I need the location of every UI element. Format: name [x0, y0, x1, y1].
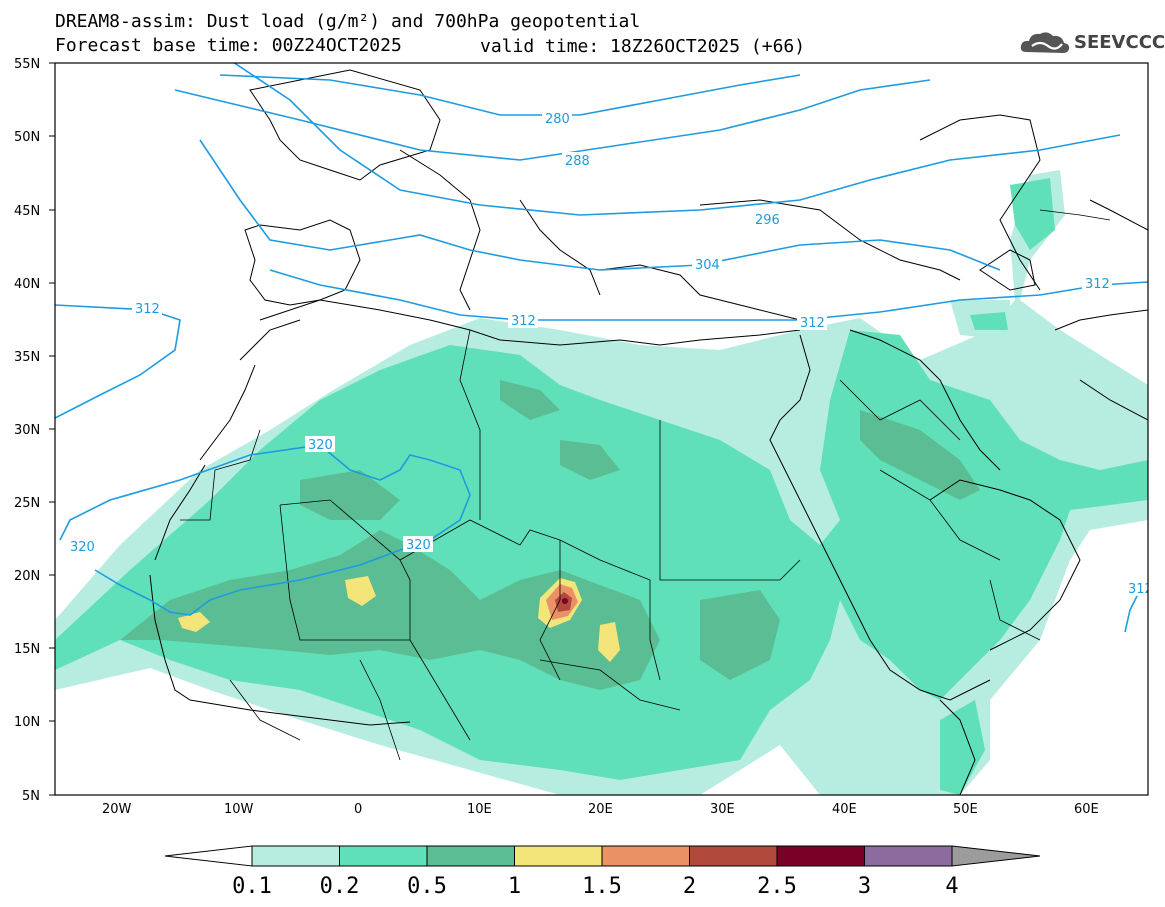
forecast-base-time: Forecast base time: 00Z24OCT2025: [55, 35, 402, 56]
dust-load-field: 280 288 296 304 312 312 312 312 320 320 …: [55, 63, 1153, 795]
contour-label: 304: [695, 258, 720, 273]
lat-label: 10N: [14, 715, 40, 730]
lat-axis: 55N 50N 45N 40N 35N 30N 25N 20N 15N 10N …: [14, 57, 55, 804]
colorbar-tick-label: 4: [945, 874, 958, 899]
valid-time: valid time: 18Z26OCT2025 (+66): [480, 36, 806, 57]
contour-label: 312: [1085, 277, 1110, 292]
lon-label: 0: [354, 802, 362, 817]
lat-label: 45N: [14, 204, 40, 219]
contour-label: 312: [135, 302, 160, 317]
lat-label: 50N: [14, 130, 40, 145]
contour-label: 312: [511, 314, 536, 329]
contour-label: 320: [70, 540, 95, 555]
dust-level-0.5: [120, 530, 660, 690]
seevccc-logo: SEEVCCC: [1018, 26, 1165, 60]
lat-label: 40N: [14, 277, 40, 292]
contour-label: 312: [800, 316, 825, 331]
lat-label: 20N: [14, 569, 40, 584]
contour-label: 320: [308, 438, 333, 453]
colorbar-box: [426, 845, 515, 867]
colorbar-over: [951, 845, 1041, 867]
dust-level-1: [345, 576, 376, 606]
lon-label: 10W: [224, 802, 254, 817]
lon-label: 60E: [1074, 802, 1099, 817]
colorbar: 0.1 0.2 0.5 1 1.5 2 2.5 3 4: [164, 845, 1041, 899]
contour-label: 288: [565, 154, 590, 169]
colorbar-tick-label: 0.1: [232, 874, 272, 899]
colorbar-tick-label: 3: [858, 874, 871, 899]
colorbar-under: [164, 845, 253, 867]
geopotential-contours: [55, 63, 1148, 633]
contour-label: 312: [1128, 582, 1153, 597]
contour-label: 280: [545, 112, 570, 127]
contour-label: 296: [755, 213, 780, 228]
coastlines: [149, 69, 1148, 795]
map-title: DREAM8-assim: Dust load (g/m²) and 700hP…: [55, 11, 641, 32]
colorbar-box: [601, 845, 690, 867]
lat-label: 55N: [14, 57, 40, 72]
lat-label: 15N: [14, 642, 40, 657]
lon-label: 50E: [953, 802, 978, 817]
colorbar-box: [689, 845, 778, 867]
lon-label: 10E: [467, 802, 492, 817]
colorbar-box: [776, 845, 865, 867]
colorbar-box: [514, 845, 603, 867]
colorbar-tick-label: 1: [508, 874, 521, 899]
colorbar-tick-label: 1.5: [582, 874, 622, 899]
colorbar-box: [339, 845, 428, 867]
logo-text: SEEVCCC: [1074, 32, 1165, 53]
lat-label: 5N: [22, 789, 40, 804]
contour-label: 320: [406, 538, 431, 553]
lon-label: 20E: [588, 802, 613, 817]
lon-axis: 20W 10W 0 10E 20E 30E 40E 50E 60E: [102, 802, 1099, 817]
lon-label: 30E: [710, 802, 735, 817]
cloud-icon: [1020, 32, 1070, 53]
colorbar-box: [864, 845, 953, 867]
lat-label: 35N: [14, 350, 40, 365]
contour-labels: 280 288 296 304 312 312 312 312 320 320 …: [67, 110, 1153, 597]
colorbar-tick-label: 2.5: [757, 874, 797, 899]
colorbar-tick-label: 0.5: [407, 874, 447, 899]
lat-label: 25N: [14, 496, 40, 511]
dust-level-2.5: [562, 598, 568, 604]
country-borders: [180, 209, 1111, 761]
colorbar-tick-label: 2: [683, 874, 696, 899]
colorbar-box: [251, 845, 340, 867]
lon-label: 20W: [102, 802, 132, 817]
lon-label: 40E: [832, 802, 857, 817]
colorbar-tick-label: 0.2: [320, 874, 360, 899]
lat-label: 30N: [14, 423, 40, 438]
